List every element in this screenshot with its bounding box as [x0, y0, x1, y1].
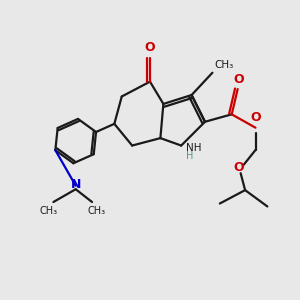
Text: CH₃: CH₃ [215, 60, 234, 70]
Text: NH: NH [186, 143, 201, 153]
Text: O: O [251, 111, 261, 124]
Text: CH₃: CH₃ [87, 206, 106, 217]
Text: O: O [234, 161, 244, 174]
Text: H: H [186, 151, 193, 161]
Text: N: N [70, 178, 81, 191]
Text: CH₃: CH₃ [40, 206, 58, 217]
Text: O: O [145, 41, 155, 54]
Text: O: O [233, 73, 244, 85]
